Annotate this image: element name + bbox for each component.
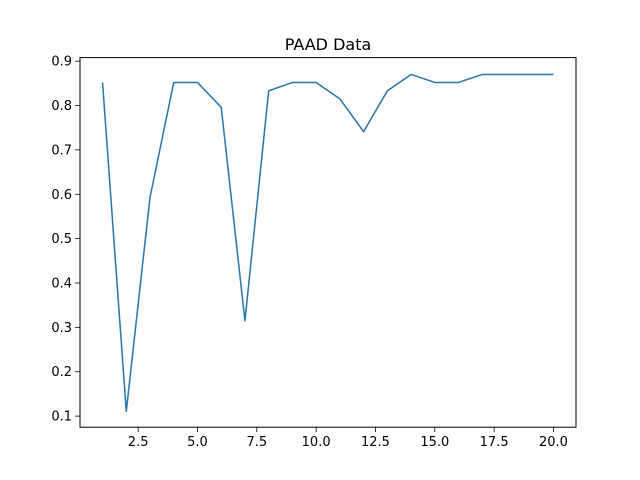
y-tick-label: 0.4 xyxy=(51,276,72,291)
x-tick-label: 5.0 xyxy=(187,435,208,450)
x-tick-label: 7.5 xyxy=(246,435,267,450)
y-tick-label: 0.2 xyxy=(51,365,72,380)
series-layer xyxy=(101,73,554,412)
x-tick-label: 10.0 xyxy=(302,435,331,450)
y-tick-label: 0.3 xyxy=(51,321,72,336)
x-tick-label: 12.5 xyxy=(361,435,390,450)
plot-frame xyxy=(79,57,577,428)
y-tick-label: 0.7 xyxy=(51,143,72,158)
chart-title: PAAD Data xyxy=(285,35,372,54)
y-axis: 0.1 0.2 0.3 0.4 0.5 0.6 0.7 0.8 0.9 xyxy=(51,55,80,425)
x-tick-label: 15.0 xyxy=(420,435,449,450)
series-line xyxy=(101,73,554,412)
x-tick-label: 20.0 xyxy=(539,435,568,450)
x-tick-label: 17.5 xyxy=(480,435,509,450)
y-tick-label: 0.9 xyxy=(51,55,72,70)
x-axis: 2.5 5.0 7.5 10.0 12.5 15.0 17.5 20.0 xyxy=(128,427,568,450)
y-tick-label: 0.8 xyxy=(51,99,72,114)
y-tick-label: 0.5 xyxy=(51,232,72,247)
y-tick-label: 0.6 xyxy=(51,188,72,203)
y-tick-label: 0.1 xyxy=(51,410,72,425)
x-tick-label: 2.5 xyxy=(128,435,149,450)
